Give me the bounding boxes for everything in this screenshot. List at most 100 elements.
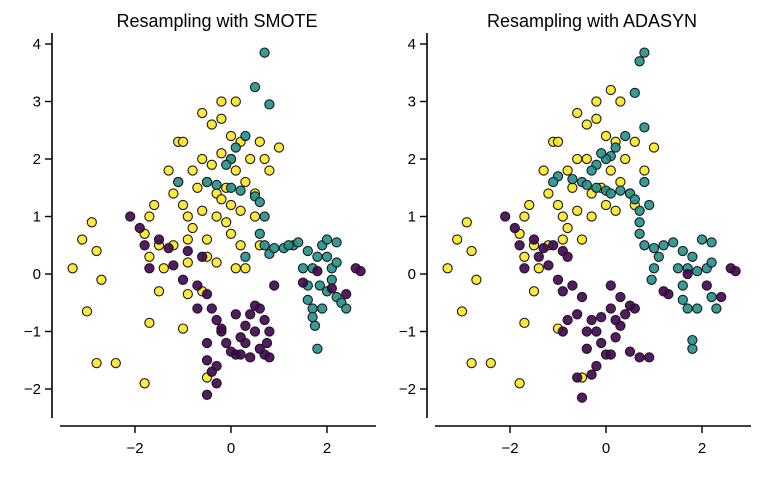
smote-point-purple [197, 251, 208, 262]
smote-point-purple [245, 352, 256, 363]
smote-point-yellow [230, 96, 241, 107]
adasyn-y-tick-label: 4 [408, 36, 416, 53]
smote-point-yellow [254, 136, 265, 147]
smote-point-purple [192, 303, 203, 314]
adasyn-point-teal [677, 280, 688, 291]
adasyn-x-tick-label: 0 [602, 440, 610, 457]
smote-point-purple [211, 360, 222, 372]
adasyn-point-purple [610, 314, 621, 326]
smote-point-yellow [216, 148, 227, 159]
smote-point-yellow [177, 136, 189, 147]
adasyn-point-purple [596, 311, 607, 323]
adasyn-point-purple [572, 372, 583, 383]
adasyn-point-purple [620, 309, 631, 320]
adasyn-y-tick-label: 1 [408, 209, 416, 226]
smote-point-teal [302, 245, 313, 257]
smote-point-purple [177, 274, 189, 285]
adasyn-point-teal [706, 257, 717, 268]
smote-point-purple [312, 265, 323, 277]
smote-point-yellow [259, 153, 270, 165]
adasyn-point-teal [634, 205, 645, 216]
smote-point-yellow [67, 263, 78, 274]
adasyn-point-purple [581, 326, 592, 337]
smote-point-teal [254, 196, 265, 208]
adasyn-x-ticks: −2 0 2 [501, 426, 706, 457]
adasyn-point-teal [706, 291, 717, 303]
smote-point-purple [259, 314, 270, 326]
adasyn-point-purple [591, 326, 602, 337]
smote-point-purple [192, 280, 203, 291]
smote-point-teal [173, 176, 184, 188]
adasyn-point-purple [682, 268, 693, 280]
smote-point-yellow [192, 182, 203, 193]
smote-point-teal [211, 179, 222, 191]
smote-point-yellow [264, 165, 275, 176]
adasyn-point-teal [668, 237, 679, 248]
adasyn-point-teal [692, 303, 703, 314]
adasyn-point-yellow [572, 205, 583, 216]
adasyn-point-purple [624, 346, 636, 357]
smote-point-teal [312, 343, 323, 354]
adasyn-point-purple [533, 251, 544, 262]
smote-point-yellow [81, 306, 93, 317]
adasyn-point-teal [596, 148, 607, 159]
smote-point-yellow [273, 142, 285, 153]
adasyn-point-teal [687, 251, 698, 262]
smote-point-purple [168, 260, 179, 271]
smote-point-teal [240, 130, 251, 142]
smote-point-purple [134, 222, 145, 234]
adasyn-point-yellow [600, 130, 612, 142]
smote-point-teal [331, 237, 342, 248]
adasyn-point-purple [730, 265, 741, 277]
adasyn-x-tick-label: 2 [698, 440, 706, 457]
adasyn-point-teal [605, 188, 616, 199]
adasyn-point-teal [586, 165, 597, 176]
smote-point-teal [264, 99, 275, 110]
smote-point-teal [240, 251, 251, 262]
smote-point-teal [225, 182, 237, 193]
adasyn-chart-title: Resampling with ADASYN [487, 11, 697, 31]
smote-point-yellow [245, 153, 256, 165]
smote-point-teal [259, 47, 270, 58]
smote-point-yellow [153, 286, 165, 297]
adasyn-point-teal [634, 56, 645, 67]
adasyn-point-yellow [557, 234, 568, 245]
smote-point-teal [321, 234, 333, 245]
adasyn-point-teal [706, 237, 717, 248]
adasyn-points [442, 47, 741, 403]
smote-x-tick-label: 0 [227, 440, 235, 457]
smote-point-yellow [144, 211, 155, 222]
smote-point-purple [216, 323, 227, 334]
adasyn-point-teal [548, 176, 559, 188]
adasyn-point-yellow [519, 251, 530, 262]
smote-point-yellow [168, 188, 179, 199]
adasyn-point-teal [672, 263, 684, 274]
smote-point-purple [326, 283, 337, 294]
adasyn-y-tick-label: 2 [408, 151, 416, 168]
smote-point-purple [125, 211, 136, 222]
adasyn-point-purple [557, 326, 568, 337]
adasyn-point-yellow [562, 165, 573, 176]
adasyn-point-purple [586, 314, 597, 326]
adasyn-point-yellow [610, 205, 621, 216]
smote-x-tick-label: −2 [126, 440, 143, 457]
smote-point-teal [221, 159, 232, 170]
smote-point-yellow [149, 199, 160, 211]
smote-point-purple [211, 314, 222, 326]
smote-point-yellow [187, 222, 198, 234]
smote-chart-title: Resampling with SMOTE [116, 11, 317, 31]
adasyn-point-yellow [524, 199, 535, 211]
adasyn-y-tick-label: 3 [408, 94, 416, 111]
smote-point-teal [314, 280, 325, 291]
adasyn-point-yellow [466, 357, 477, 369]
adasyn-point-teal [677, 294, 688, 306]
smote-point-yellow [211, 211, 222, 222]
adasyn-point-yellow [648, 142, 660, 153]
adasyn-x-tick-label: −2 [501, 440, 518, 457]
smote-point-purple [264, 352, 275, 363]
adasyn-point-yellow [519, 211, 530, 222]
adasyn-point-teal [677, 245, 688, 257]
smote-point-yellow [197, 107, 208, 119]
adasyn-point-purple [605, 349, 616, 360]
adasyn-point-purple [548, 240, 559, 251]
